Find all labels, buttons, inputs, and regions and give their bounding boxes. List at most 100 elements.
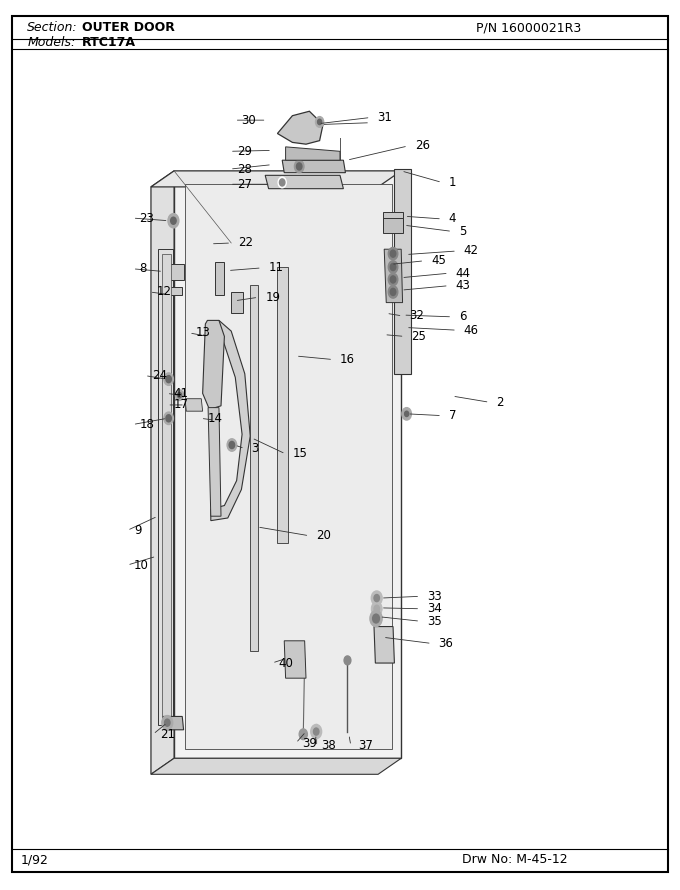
Polygon shape (284, 641, 306, 678)
Circle shape (164, 412, 173, 425)
Polygon shape (282, 160, 345, 173)
Text: RTC17A: RTC17A (82, 36, 135, 49)
Text: 11: 11 (269, 262, 284, 274)
Text: 1: 1 (449, 176, 456, 189)
Polygon shape (162, 254, 171, 721)
Text: 21: 21 (160, 728, 175, 740)
Circle shape (227, 439, 237, 451)
Circle shape (374, 605, 379, 612)
Polygon shape (163, 716, 184, 730)
Circle shape (175, 390, 184, 400)
Circle shape (373, 614, 379, 623)
Text: 13: 13 (196, 327, 211, 339)
Polygon shape (151, 171, 401, 187)
Text: 1/92: 1/92 (20, 854, 48, 866)
Text: 9: 9 (134, 524, 141, 537)
Text: OUTER DOOR: OUTER DOOR (82, 21, 175, 34)
Text: 34: 34 (427, 603, 442, 615)
Text: Drw No: M-45-12: Drw No: M-45-12 (462, 854, 568, 866)
Text: 24: 24 (152, 369, 167, 382)
Polygon shape (394, 169, 411, 374)
Text: 27: 27 (237, 178, 252, 190)
Polygon shape (203, 320, 224, 409)
Text: 29: 29 (237, 145, 252, 158)
Text: 6: 6 (459, 311, 466, 323)
Text: 31: 31 (377, 111, 392, 124)
Text: 41: 41 (173, 387, 188, 400)
Polygon shape (169, 264, 184, 280)
Polygon shape (211, 320, 250, 521)
Text: 3: 3 (252, 442, 259, 455)
Circle shape (402, 408, 411, 420)
Polygon shape (185, 184, 392, 749)
Text: 37: 37 (358, 740, 373, 752)
Polygon shape (158, 249, 173, 725)
Circle shape (164, 373, 173, 385)
Polygon shape (374, 627, 394, 663)
Polygon shape (151, 758, 401, 774)
Text: 42: 42 (464, 245, 479, 257)
Circle shape (344, 656, 351, 665)
Polygon shape (231, 292, 243, 313)
Circle shape (388, 247, 398, 260)
Polygon shape (215, 262, 224, 295)
Circle shape (165, 719, 170, 726)
Text: 35: 35 (427, 615, 442, 627)
Circle shape (405, 411, 409, 417)
Circle shape (311, 724, 322, 739)
Circle shape (374, 595, 379, 602)
Text: 25: 25 (411, 330, 426, 343)
Text: 39: 39 (303, 737, 318, 749)
Text: 16: 16 (340, 353, 355, 366)
Text: 38: 38 (322, 740, 337, 752)
Circle shape (279, 179, 285, 186)
Circle shape (296, 163, 302, 170)
Text: 40: 40 (279, 657, 294, 669)
Text: 2: 2 (496, 396, 504, 409)
Circle shape (166, 376, 171, 383)
Circle shape (299, 729, 307, 740)
Circle shape (388, 286, 398, 298)
Polygon shape (277, 111, 323, 144)
Polygon shape (384, 249, 403, 303)
Text: 12: 12 (156, 286, 171, 298)
Circle shape (371, 602, 382, 616)
Text: 5: 5 (459, 225, 466, 238)
Polygon shape (265, 175, 343, 189)
Text: 28: 28 (237, 163, 252, 175)
Circle shape (278, 177, 286, 188)
Circle shape (390, 263, 396, 271)
Circle shape (371, 591, 382, 605)
Polygon shape (151, 171, 174, 774)
Text: 10: 10 (134, 559, 149, 571)
Circle shape (166, 415, 171, 422)
Text: 23: 23 (139, 212, 154, 224)
Circle shape (171, 217, 176, 224)
Text: 36: 36 (439, 637, 454, 650)
Circle shape (168, 214, 179, 228)
Circle shape (390, 276, 396, 283)
Polygon shape (208, 408, 221, 516)
Text: 8: 8 (139, 263, 147, 275)
Text: 44: 44 (456, 267, 471, 279)
Circle shape (390, 250, 396, 257)
Circle shape (390, 288, 396, 295)
Polygon shape (185, 399, 203, 411)
Text: 45: 45 (431, 255, 446, 267)
Text: 30: 30 (241, 114, 256, 126)
Circle shape (229, 441, 235, 449)
Circle shape (388, 261, 398, 273)
Polygon shape (383, 218, 403, 233)
Circle shape (294, 160, 304, 173)
Text: 20: 20 (316, 530, 331, 542)
Text: 22: 22 (238, 237, 253, 249)
Polygon shape (250, 285, 258, 651)
Circle shape (313, 728, 319, 735)
Text: 46: 46 (464, 324, 479, 336)
Polygon shape (169, 287, 182, 295)
Circle shape (177, 392, 182, 398)
Text: 18: 18 (139, 418, 154, 431)
Circle shape (318, 119, 322, 125)
Text: 32: 32 (409, 310, 424, 322)
Polygon shape (277, 267, 288, 543)
